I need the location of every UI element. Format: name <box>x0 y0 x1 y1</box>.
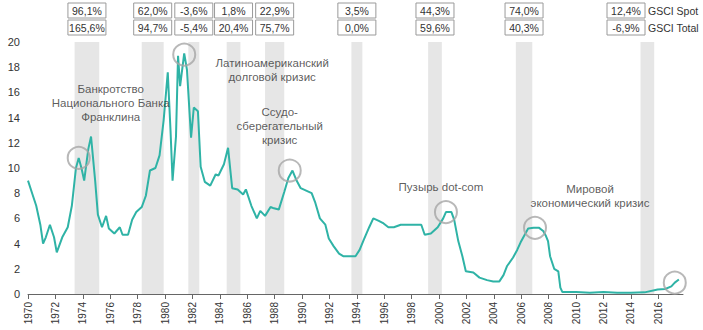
svg-text:20,4%: 20,4% <box>219 22 249 34</box>
svg-text:1976: 1976 <box>105 302 116 325</box>
svg-text:Банкротство: Банкротство <box>77 83 143 95</box>
svg-text:1980: 1980 <box>160 302 171 325</box>
svg-text:2014: 2014 <box>625 302 636 325</box>
svg-text:44,3%: 44,3% <box>420 5 450 17</box>
svg-text:2004: 2004 <box>488 302 499 325</box>
svg-text:Ссудо-: Ссудо- <box>262 106 299 118</box>
svg-text:2: 2 <box>14 263 20 275</box>
svg-text:14: 14 <box>8 112 20 124</box>
svg-text:1998: 1998 <box>406 302 417 325</box>
svg-text:10: 10 <box>8 162 20 174</box>
svg-text:сберегательный: сберегательный <box>237 120 323 132</box>
svg-text:Национального Банка: Национального Банка <box>52 97 170 109</box>
svg-text:1996: 1996 <box>379 302 390 325</box>
svg-text:1994: 1994 <box>351 302 362 325</box>
svg-text:2008: 2008 <box>543 302 554 325</box>
svg-text:1978: 1978 <box>132 302 143 325</box>
svg-text:долговой кризис: долговой кризис <box>229 71 316 83</box>
svg-text:3,5%: 3,5% <box>345 5 369 17</box>
svg-text:Пузырь dot-com: Пузырь dot-com <box>399 181 484 193</box>
svg-text:2010: 2010 <box>571 302 582 325</box>
svg-text:2012: 2012 <box>598 302 609 325</box>
svg-text:8: 8 <box>14 187 20 199</box>
svg-text:1986: 1986 <box>242 302 253 325</box>
svg-text:GSCI Spot: GSCI Spot <box>648 5 698 17</box>
svg-text:2000: 2000 <box>434 302 445 325</box>
svg-text:-5,4%: -5,4% <box>180 22 207 34</box>
svg-text:экономический кризис: экономический кризис <box>531 197 650 209</box>
svg-text:12,4%: 12,4% <box>611 5 641 17</box>
svg-text:74,0%: 74,0% <box>509 5 539 17</box>
svg-text:0: 0 <box>14 288 20 300</box>
svg-text:20: 20 <box>8 36 20 48</box>
svg-text:GSCI Total: GSCI Total <box>648 22 699 34</box>
svg-text:2002: 2002 <box>461 302 472 325</box>
svg-text:165,6%: 165,6% <box>69 22 105 34</box>
svg-text:96,1%: 96,1% <box>72 5 102 17</box>
svg-text:кризис: кризис <box>262 134 298 146</box>
svg-text:1984: 1984 <box>214 302 225 325</box>
svg-text:59,6%: 59,6% <box>420 22 450 34</box>
svg-text:2016: 2016 <box>653 302 664 325</box>
svg-text:1974: 1974 <box>77 302 88 325</box>
svg-text:0,0%: 0,0% <box>345 22 369 34</box>
svg-text:22,9%: 22,9% <box>260 5 290 17</box>
svg-text:12: 12 <box>8 137 20 149</box>
svg-text:Франклина: Франклина <box>81 111 141 123</box>
svg-text:62,0%: 62,0% <box>138 5 168 17</box>
svg-text:6: 6 <box>14 212 20 224</box>
svg-text:1990: 1990 <box>297 302 308 325</box>
svg-text:-6,9%: -6,9% <box>612 22 639 34</box>
svg-text:40,3%: 40,3% <box>509 22 539 34</box>
svg-text:1988: 1988 <box>269 302 280 325</box>
svg-text:1982: 1982 <box>187 302 198 325</box>
svg-text:1972: 1972 <box>50 302 61 325</box>
svg-text:94,7%: 94,7% <box>138 22 168 34</box>
svg-text:1,8%: 1,8% <box>222 5 246 17</box>
svg-text:1970: 1970 <box>23 302 34 325</box>
svg-text:4: 4 <box>14 238 20 250</box>
svg-text:Мировой: Мировой <box>566 183 614 195</box>
svg-text:-3,6%: -3,6% <box>180 5 207 17</box>
svg-text:2006: 2006 <box>516 302 527 325</box>
svg-text:1992: 1992 <box>324 302 335 325</box>
svg-text:Латиноамериканский: Латиноамериканский <box>216 57 329 69</box>
svg-text:16: 16 <box>8 86 20 98</box>
svg-text:75,7%: 75,7% <box>260 22 290 34</box>
svg-text:18: 18 <box>8 61 20 73</box>
